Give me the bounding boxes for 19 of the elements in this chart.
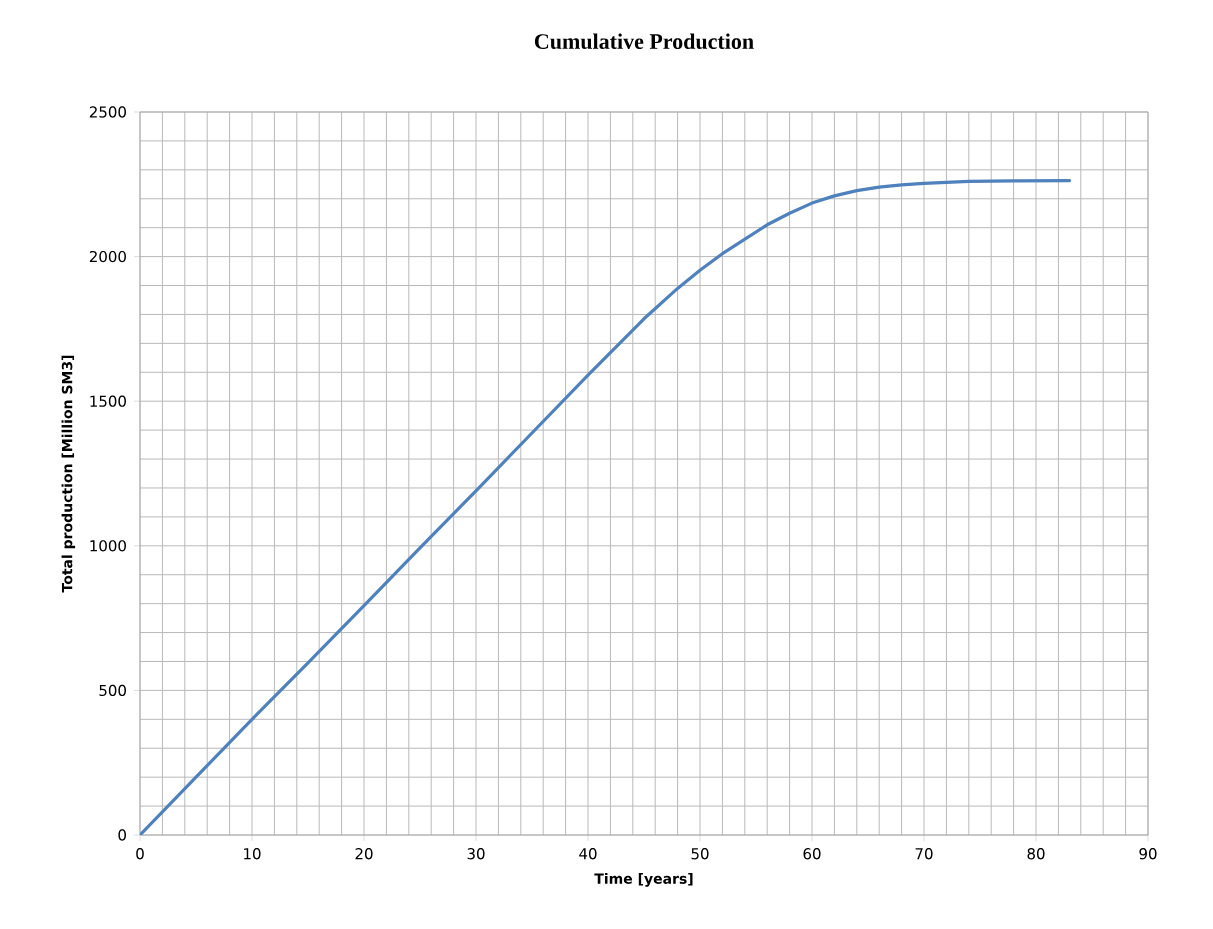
- x-tick-label: 80: [1027, 848, 1045, 860]
- chart-title: Cumulative Production: [534, 33, 754, 50]
- y-tick-label: 2500: [89, 106, 126, 118]
- x-tick-label: 10: [244, 848, 261, 860]
- x-tick-label: 50: [691, 848, 709, 860]
- x-tick-label: 90: [1139, 848, 1157, 860]
- x-tick-label: 20: [355, 848, 373, 860]
- y-tick-label: 500: [99, 684, 126, 697]
- x-tick-label: 0: [136, 848, 144, 860]
- y-tick-label: 2000: [89, 250, 126, 263]
- y-tick-label: 1000: [90, 540, 126, 552]
- y-tick-label: 0: [118, 829, 126, 841]
- x-tick-label: 30: [467, 848, 485, 860]
- y-tick-label: 1500: [90, 395, 126, 407]
- x-tick-label: 60: [803, 848, 821, 860]
- y-axis-title: Total production [Million SM3]: [61, 355, 76, 593]
- x-axis-title: Time [years]: [594, 873, 693, 887]
- x-tick-label: 40: [579, 848, 597, 860]
- x-tick-label: 70: [915, 848, 933, 860]
